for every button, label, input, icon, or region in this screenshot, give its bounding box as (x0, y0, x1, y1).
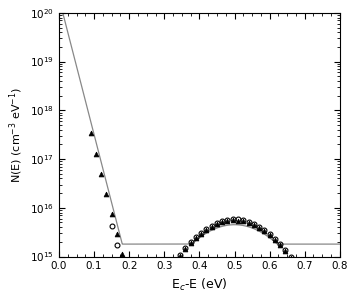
Y-axis label: N(E) (cm$^{-3}$ eV$^{-1}$): N(E) (cm$^{-3}$ eV$^{-1}$) (7, 87, 24, 183)
X-axis label: E$_c$-E (eV): E$_c$-E (eV) (171, 277, 228, 293)
